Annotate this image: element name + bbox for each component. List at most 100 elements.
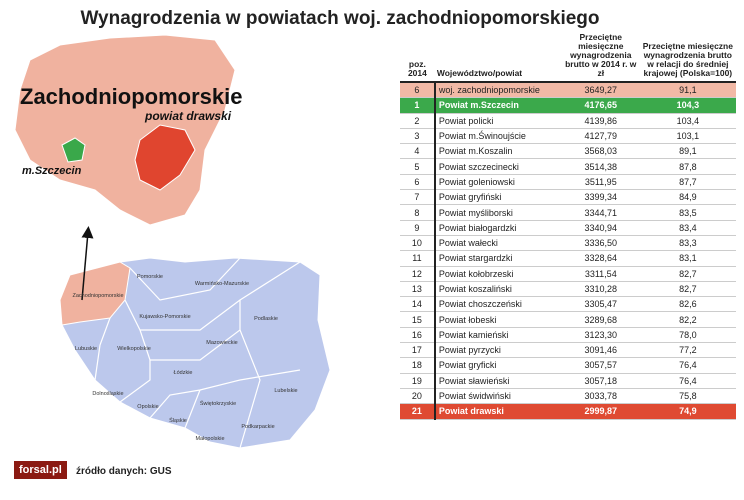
table-cell: Powiat świdwiński [433, 388, 562, 405]
table-cell: 83,4 [639, 220, 736, 236]
table-cell: 16 [400, 327, 435, 344]
table-cell: 15 [400, 311, 435, 328]
table-cell: 18 [400, 357, 435, 374]
table-cell: 3311,54 [561, 266, 640, 282]
table-cell: 3 [400, 128, 435, 145]
table-cell: 3340,94 [561, 220, 640, 236]
table-cell: 76,4 [639, 373, 736, 389]
table-cell: 103,4 [639, 113, 736, 129]
table-row: 5 Powiat szczecinecki 3514,38 87,8 [400, 158, 736, 175]
voivodeship-label: Pomorskie [137, 274, 163, 280]
table-cell: Powiat koszaliński [433, 281, 562, 298]
table-cell: 89,1 [639, 143, 736, 160]
table-cell: Powiat m.Świnoujście [433, 128, 562, 145]
table-header: poz. 2014 Województwo/powiat Przeciętne … [400, 32, 736, 83]
table-cell: Powiat choszczeński [433, 296, 562, 313]
table-row: 14 Powiat choszczeński 3305,47 82,6 [400, 296, 736, 313]
table-cell: 7 [400, 189, 435, 206]
table-row: 11 Powiat stargardzki 3328,64 83,1 [400, 250, 736, 267]
voivodeship-label: Lubuskie [75, 346, 97, 352]
table-cell: 20 [400, 388, 435, 405]
table-cell: Powiat policki [433, 113, 562, 129]
table-cell: 8 [400, 204, 435, 221]
city-label: m.Szczecin [22, 165, 82, 177]
header-cell: Przeciętne miesięczne wynagrodzenia brut… [561, 32, 640, 83]
table-cell: 11 [400, 250, 435, 267]
table-cell: Powiat białogardzki [433, 220, 562, 236]
table-row: 10 Powiat wałecki 3336,50 83,3 [400, 235, 736, 252]
table-cell: 9 [400, 220, 435, 236]
table-row: 6 woj. zachodniopomorskie 3649,27 91,1 [400, 82, 736, 99]
table-cell: 3344,71 [561, 204, 640, 221]
map: Zachodniopomorskie powiat drawski m.Szcz… [14, 34, 331, 449]
table-cell: 77,2 [639, 342, 736, 359]
voivodeship-label: Zachodniopomorskie [72, 293, 123, 299]
voivodeship-label: Mazowieckie [206, 340, 237, 346]
table-cell: 19 [400, 373, 435, 389]
district-drawski [134, 124, 196, 191]
voivodeship-label: Świętokrzyskie [200, 399, 236, 407]
source: źródło danych: GUS [76, 466, 172, 477]
header-cell: Województwo/powiat [434, 32, 562, 83]
table-cell: 4176,65 [561, 97, 640, 114]
table-cell: 3091,46 [561, 342, 640, 359]
table-cell: 91,1 [639, 82, 736, 99]
table-cell: 87,8 [639, 158, 736, 175]
table-cell: 3568,03 [561, 143, 640, 160]
header-cell: Przeciętne miesięczne wynagrodzenia brut… [639, 32, 736, 83]
table-cell: 3057,57 [561, 357, 640, 374]
title: Wynagrodzenia w powiatach woj. zachodnio… [80, 8, 600, 29]
table-cell: 82,7 [639, 281, 736, 298]
table-cell: 3305,47 [561, 296, 640, 313]
table-cell: 1 [400, 97, 435, 114]
table-cell: 6 [400, 82, 435, 99]
table-cell: Powiat m.Szczecin [433, 97, 562, 114]
table-cell: Powiat kołobrzeski [433, 266, 562, 282]
voivodeship-label: Warmińsko-Mazurskie [195, 281, 249, 287]
table-cell: 17 [400, 342, 435, 359]
table-row: 8 Powiat myśliborski 3344,71 83,5 [400, 204, 736, 221]
table-row: 13 Powiat koszaliński 3310,28 82,7 [400, 281, 736, 298]
table-cell: 82,2 [639, 311, 736, 328]
table-cell: Powiat gryfiński [433, 189, 562, 206]
table-cell: 103,1 [639, 128, 736, 145]
table-cell: 83,1 [639, 250, 736, 267]
region-shape [14, 34, 236, 226]
table-cell: woj. zachodniopomorskie [433, 82, 562, 99]
table-row: 15 Powiat łobeski 3289,68 82,2 [400, 311, 736, 328]
table-cell: 3511,95 [561, 174, 640, 191]
table-cell: 3328,64 [561, 250, 640, 267]
voivodeship-label: Wielkopolskie [117, 346, 151, 352]
table-cell: 3310,28 [561, 281, 640, 298]
table-cell: 87,7 [639, 174, 736, 191]
table-cell: Powiat szczecinecki [433, 158, 562, 175]
table-cell: 10 [400, 235, 435, 252]
table-cell: 84,9 [639, 189, 736, 206]
table-cell: Powiat kamieński [433, 327, 562, 344]
voivodeship-label: Opolskie [137, 404, 158, 410]
table-cell: 83,5 [639, 204, 736, 221]
borders [94, 257, 301, 449]
table-cell: 3289,68 [561, 311, 640, 328]
table-cell: 78,0 [639, 327, 736, 344]
table-cell: 76,4 [639, 357, 736, 374]
voivodeship-label: Lubelskie [274, 388, 297, 394]
table-cell: 13 [400, 281, 435, 298]
voivodeship-label: Podlaskie [254, 316, 278, 322]
table-cell: 3399,34 [561, 189, 640, 206]
table-cell: Powiat gryficki [433, 357, 562, 374]
table-cell: Powiat goleniowski [433, 174, 562, 191]
table-row: 6 Powiat goleniowski 3511,95 87,7 [400, 174, 736, 191]
table-cell: Powiat pyrzycki [433, 342, 562, 359]
logo: forsal.pl [14, 461, 67, 479]
table-cell: 75,8 [639, 388, 736, 405]
table-cell: Powiat wałecki [433, 235, 562, 252]
table-cell: 83,3 [639, 235, 736, 252]
table-cell: 3514,38 [561, 158, 640, 175]
table-cell: 2 [400, 113, 435, 129]
voivodeship-label: Dolnośląskie [92, 391, 123, 397]
table-cell: 6 [400, 174, 435, 191]
table-row: 20 Powiat świdwiński 3033,78 75,8 [400, 388, 736, 405]
table-row: 3 Powiat m.Świnoujście 4127,79 103,1 [400, 128, 736, 145]
table: poz. 2014 Województwo/powiat Przeciętne … [400, 32, 736, 420]
